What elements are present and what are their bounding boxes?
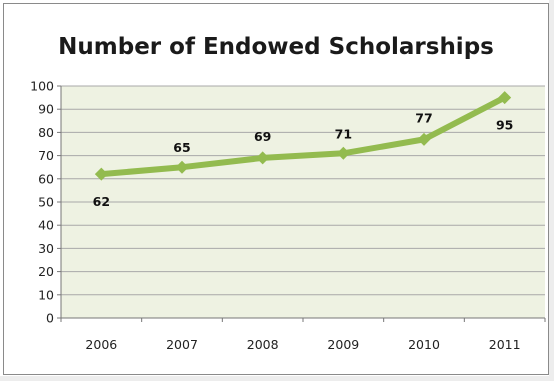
data-point-marker xyxy=(417,132,431,146)
data-point-marker xyxy=(94,167,108,181)
y-tick-label: 40 xyxy=(38,218,54,233)
y-tick-label: 80 xyxy=(38,125,54,140)
data-label: 71 xyxy=(335,126,352,141)
data-label: 95 xyxy=(496,118,513,133)
x-tick-label: 2009 xyxy=(327,337,359,352)
y-tick-label: 100 xyxy=(30,79,54,94)
y-tick-label: 0 xyxy=(46,311,54,326)
chart-title: Number of Endowed Scholarships xyxy=(58,34,494,60)
x-tick-label: 2011 xyxy=(489,337,521,352)
data-label: 62 xyxy=(93,194,110,209)
data-label: 69 xyxy=(254,129,271,144)
series-line xyxy=(98,94,508,178)
x-tick-label: 2007 xyxy=(166,337,198,352)
bottom-border-strip xyxy=(0,376,554,381)
x-tick-label: 2010 xyxy=(408,337,440,352)
y-tick-label: 90 xyxy=(38,102,54,117)
line-chart: 0 10 20 30 40 50 60 70 80 90 100 2006 2007 2008 2009 20… xyxy=(30,79,546,352)
x-tick-label: 2006 xyxy=(85,337,117,352)
chart-frame: Number of Endowed Scholarships 0 10 20 30 40… xyxy=(3,3,549,375)
y-tick-label: 60 xyxy=(38,171,54,186)
y-tick-label: 10 xyxy=(38,287,54,302)
right-border-strip xyxy=(549,0,554,381)
y-tick-label: 20 xyxy=(38,264,54,279)
data-point-marker xyxy=(336,146,350,160)
data-label: 65 xyxy=(173,140,190,155)
x-tick-label: 2008 xyxy=(247,337,279,352)
data-point-marker xyxy=(498,91,512,105)
data-point-marker xyxy=(175,160,189,174)
data-point-marker xyxy=(256,151,270,165)
y-tick-label: 30 xyxy=(38,241,54,256)
y-tick-label: 70 xyxy=(38,148,54,163)
y-tick-label: 50 xyxy=(38,195,54,210)
data-label: 77 xyxy=(415,110,432,125)
